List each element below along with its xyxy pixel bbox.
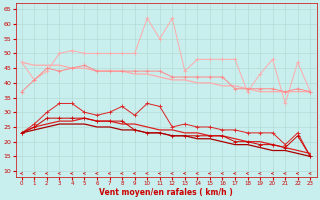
X-axis label: Vent moyen/en rafales ( km/h ): Vent moyen/en rafales ( km/h ) [99,188,233,197]
